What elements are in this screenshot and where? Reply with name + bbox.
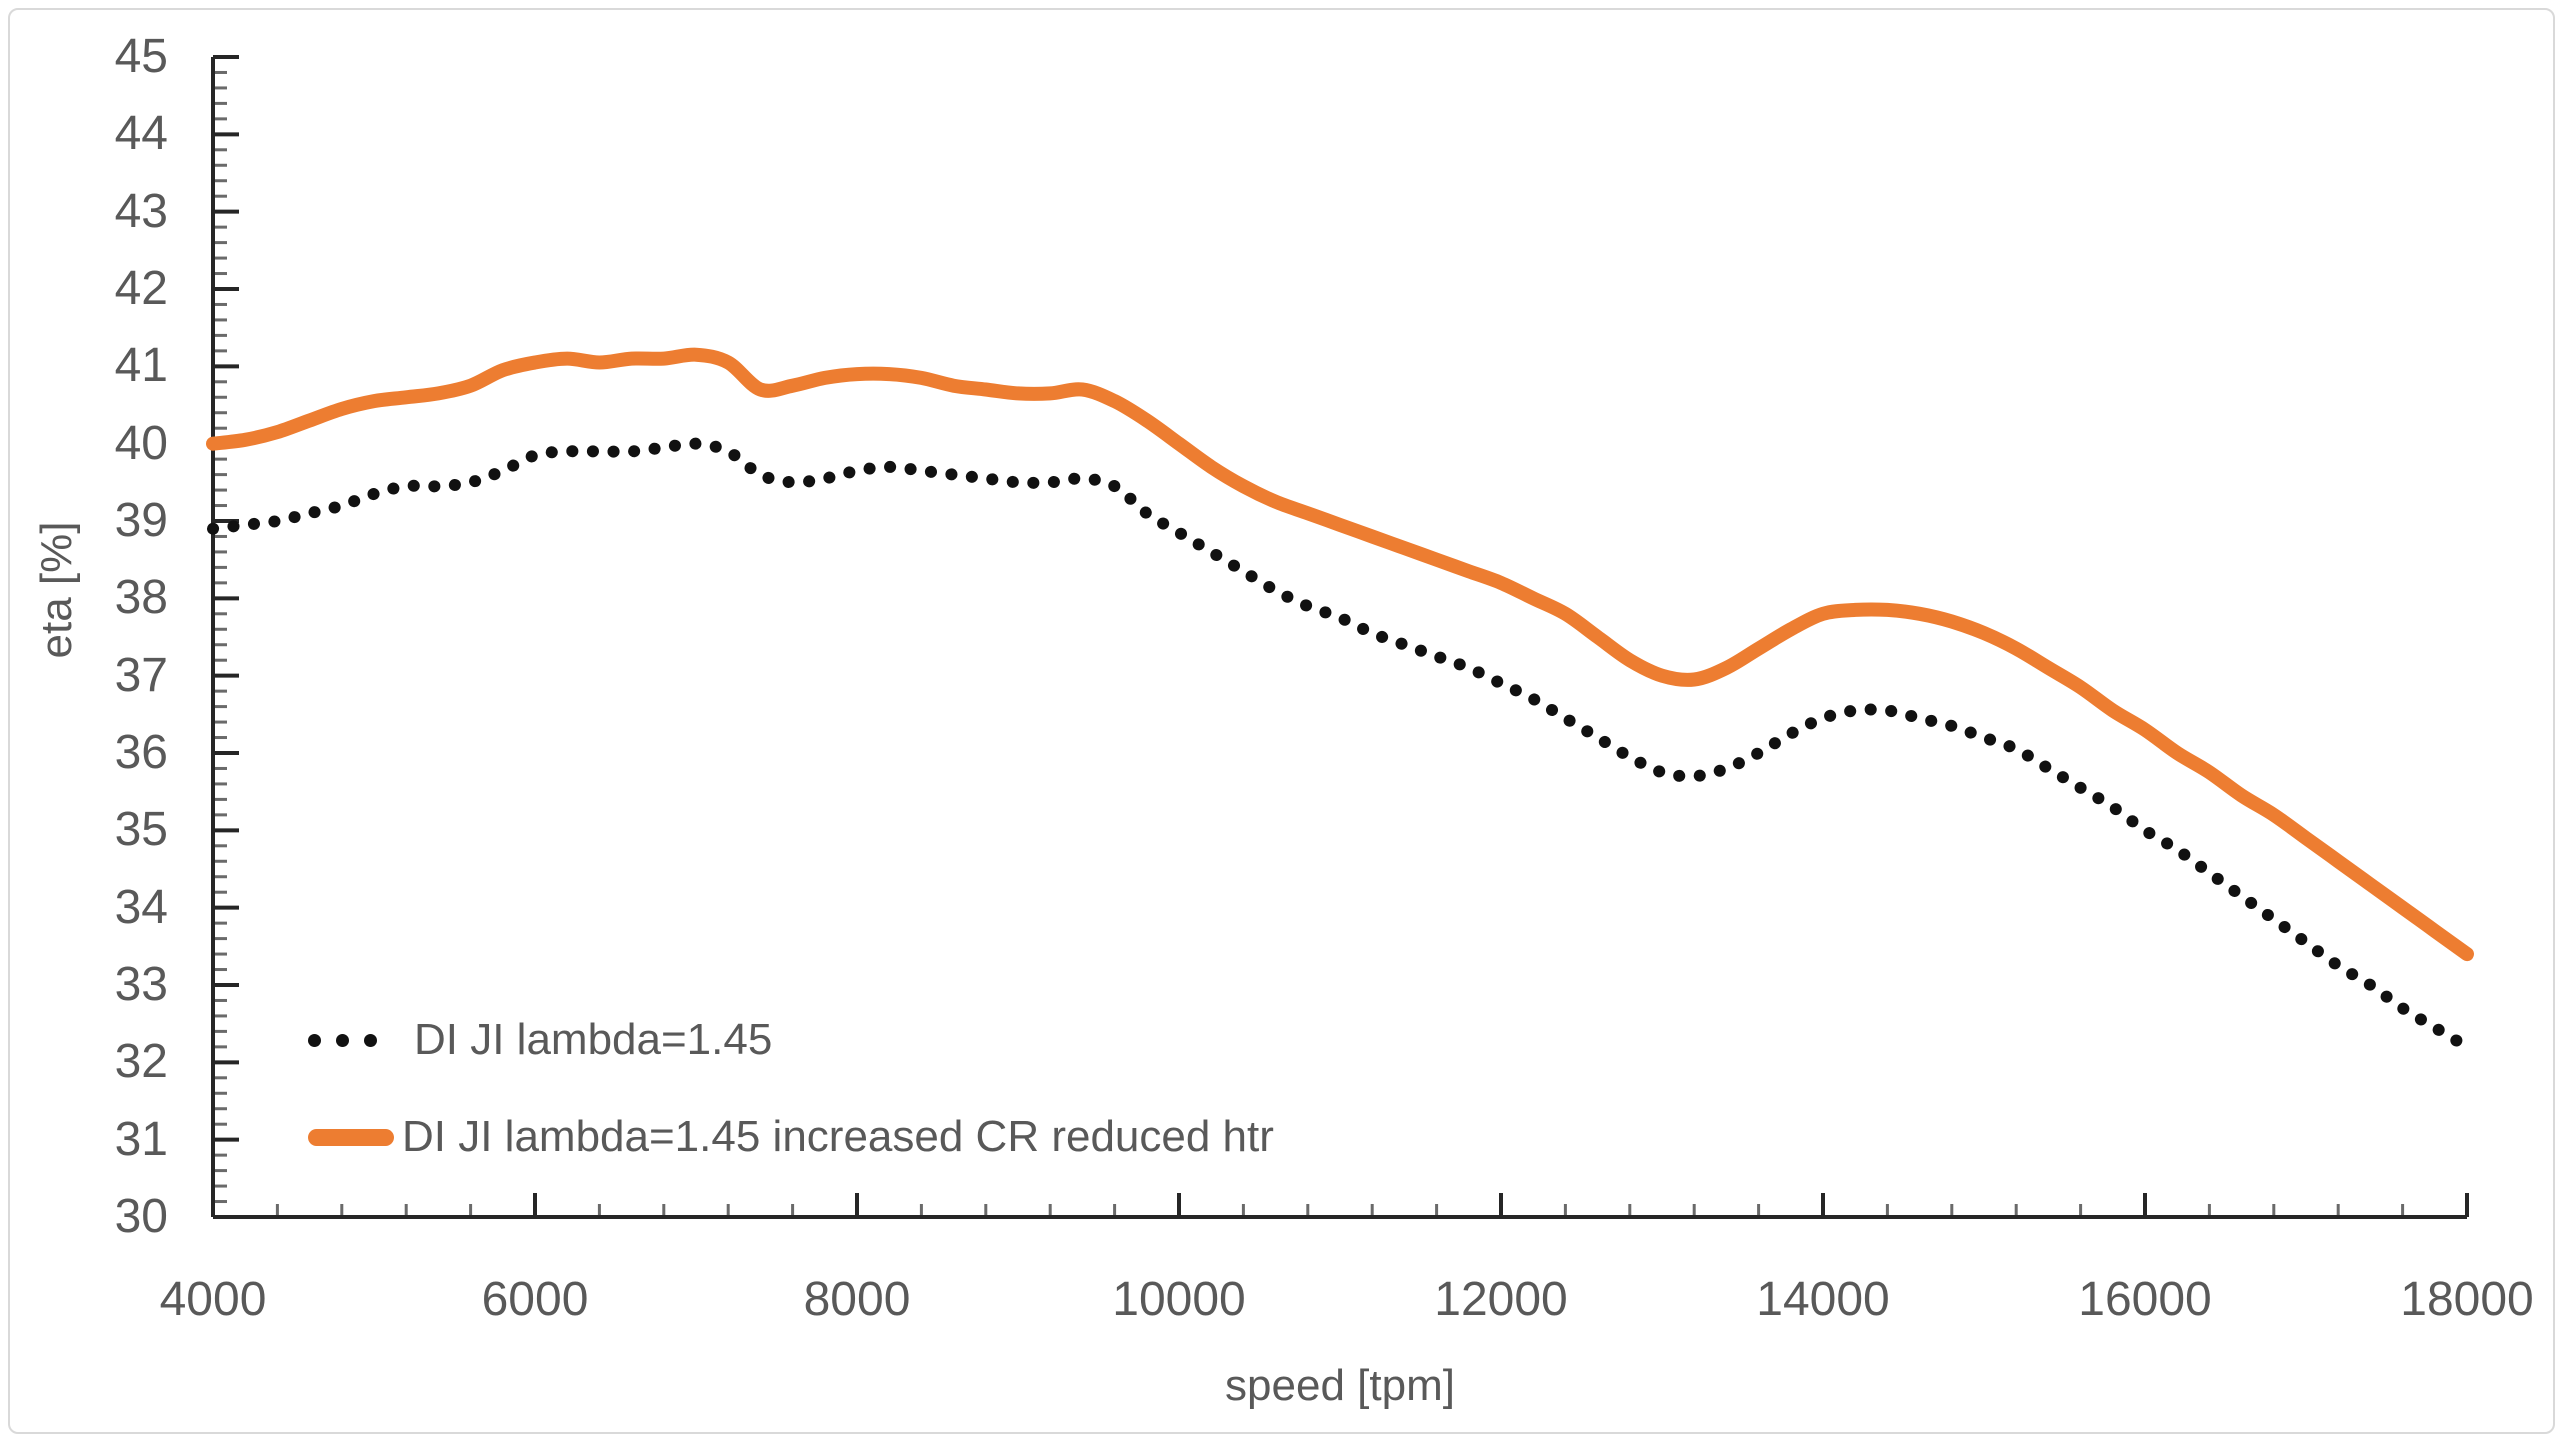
x-tick-label: 18000 — [2400, 1273, 2534, 1326]
dotted-series-marker — [308, 1033, 392, 1047]
y-tick-label: 40 — [114, 416, 168, 470]
y-tick-label: 37 — [114, 648, 168, 702]
y-tick-label: 33 — [114, 958, 168, 1011]
legend-label-solid: DI JI lambda=1.45 increased CR reduced h… — [402, 1112, 1274, 1161]
y-tick-label: 42 — [114, 262, 168, 315]
y-tick-label: 36 — [114, 726, 168, 779]
y-tick-label: 41 — [114, 339, 168, 393]
y-tick-label: 43 — [114, 184, 168, 238]
y-tick-label: 44 — [114, 107, 168, 161]
x-tick-label: 6000 — [481, 1273, 589, 1326]
x-tick-label: 16000 — [2078, 1273, 2212, 1326]
series-dotted-black — [207, 437, 2473, 1053]
x-tick-label: 12000 — [1434, 1273, 1568, 1326]
x-tick-label: 4000 — [159, 1273, 267, 1326]
y-tick-label: 45 — [114, 30, 168, 83]
series-solid-orange — [206, 347, 2474, 962]
x-tick-label: 8000 — [803, 1273, 911, 1326]
y-axis-title: eta [%] — [32, 521, 81, 659]
y-tick-label: 31 — [114, 1112, 168, 1166]
legend: DI JI lambda=1.45 DI JI lambda=1.45 incr… — [308, 1012, 1274, 1165]
legend-entry-solid: DI JI lambda=1.45 increased CR reduced h… — [308, 1109, 1274, 1165]
y-tick-label: 38 — [114, 571, 168, 625]
legend-entry-dotted: DI JI lambda=1.45 — [308, 1012, 1274, 1068]
y-tick-label: 35 — [114, 803, 168, 857]
x-tick-label: 14000 — [1756, 1273, 1890, 1326]
x-tick-label: 10000 — [1112, 1273, 1246, 1326]
y-tick-label: 32 — [114, 1035, 168, 1089]
legend-label-dotted: DI JI lambda=1.45 — [414, 1015, 773, 1064]
y-tick-label: 34 — [114, 880, 168, 934]
solid-series-marker — [308, 1128, 394, 1146]
x-axis-title: speed [tpm] — [1225, 1361, 1455, 1410]
y-tick-label: 30 — [114, 1190, 168, 1243]
y-tick-label: 39 — [114, 494, 168, 547]
